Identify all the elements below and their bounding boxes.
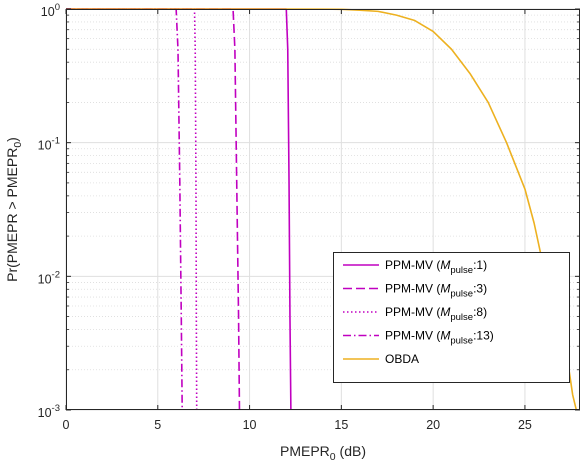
y-tick-base: 10: [38, 272, 52, 286]
y-tick-base: 10: [38, 406, 52, 420]
x-tick-label: 5: [154, 418, 161, 432]
x-axis-label-suffix: (dB): [336, 443, 366, 459]
y-tick-base: 10: [38, 139, 52, 153]
legend-label-m1: PPM-MV (Mpulse:1): [385, 258, 487, 276]
series-line-m3: [66, 8, 241, 411]
x-tick-labels: 0 5 10 15 20 25: [63, 418, 532, 432]
y-tick-label: 100: [41, 2, 60, 19]
legend: PPM-MV (Mpulse:1) PPM-MV (Mpulse:3) PPM-MV…: [333, 252, 570, 383]
legend-box: [333, 252, 570, 383]
x-tick-label: 0: [63, 418, 70, 432]
y-tick-label: 10-2: [38, 269, 60, 286]
y-tick-base: 10: [41, 5, 55, 19]
series-line-m13: [66, 8, 183, 411]
y-tick-label: 10-1: [38, 136, 60, 153]
y-tick-exponent: -1: [52, 136, 60, 147]
y-axis-label-main: Pr(PMEPR > PMEPR: [4, 148, 20, 282]
x-axis-label: PMEPR0 (dB): [280, 443, 366, 463]
legend-label-m8: PPM-MV (Mpulse:8): [385, 305, 487, 323]
x-tick-label: 25: [518, 418, 532, 432]
y-axis-label-suffix: ): [4, 137, 20, 142]
legend-label-m3: PPM-MV (Mpulse:3): [385, 282, 487, 300]
x-tick-label: 15: [334, 418, 348, 432]
y-axis-label-sub: 0: [12, 142, 24, 148]
legend-label-obda: OBDA: [385, 352, 419, 366]
legend-label-m13: PPM-MV (Mpulse:13): [385, 329, 494, 347]
x-axis-label-main: PMEPR: [280, 443, 330, 459]
x-axis-label-sub: 0: [330, 451, 336, 463]
y-tick-exponent: -2: [52, 269, 60, 280]
tick-marks: [65, 8, 580, 411]
y-tick-label: 10-3: [38, 403, 60, 420]
y-tick-exponent: -3: [52, 403, 60, 414]
x-tick-label: 20: [426, 418, 440, 432]
y-axis-label: Pr(PMEPR > PMEPR0): [4, 137, 24, 282]
x-tick-label: 10: [243, 418, 257, 432]
y-tick-exponent: 0: [55, 2, 60, 13]
